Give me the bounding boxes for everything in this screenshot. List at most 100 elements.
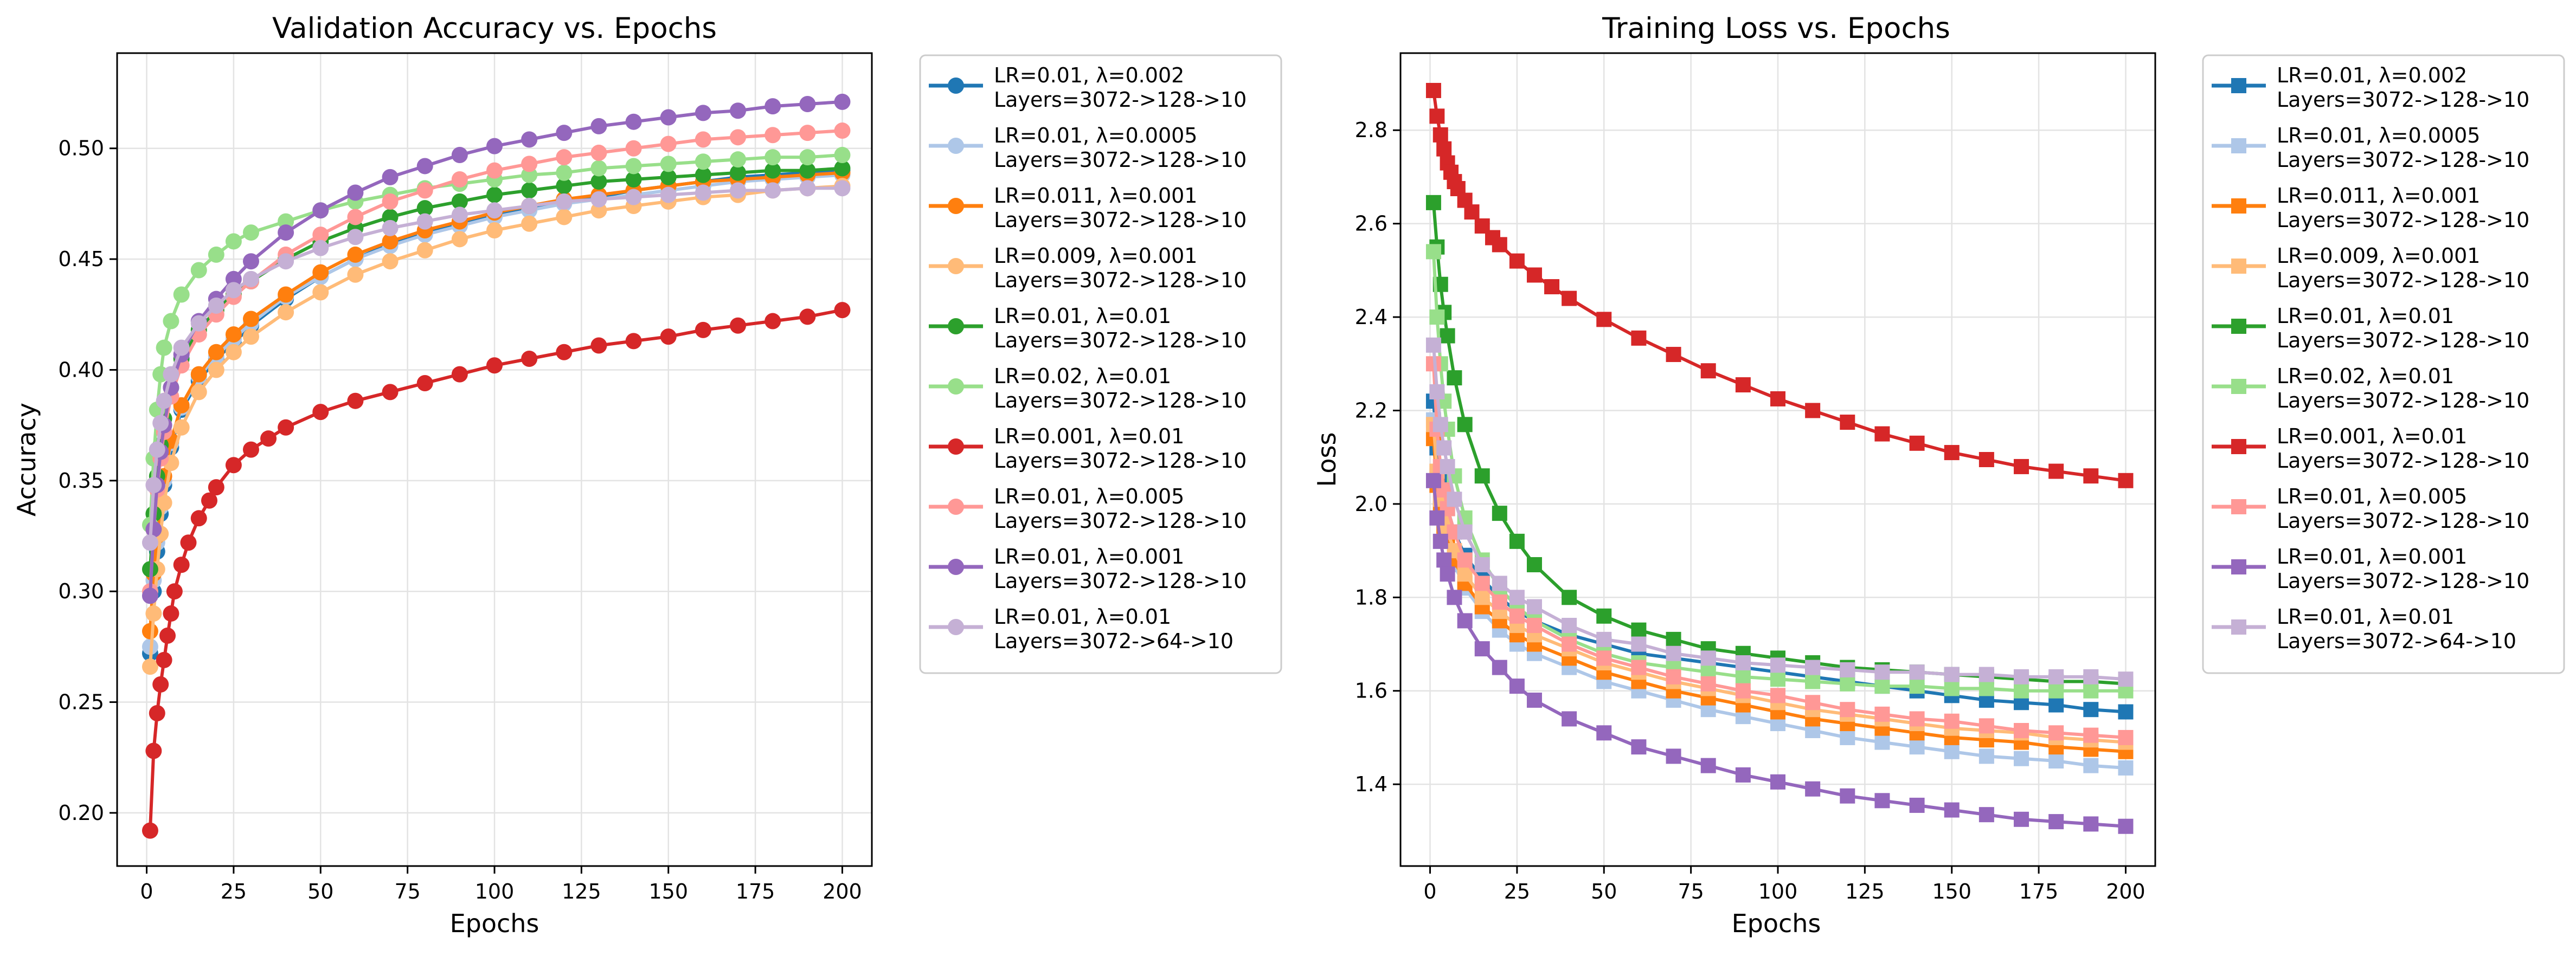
accuracy-y-tick-label-2: 0.30 [58, 579, 104, 603]
loss-series-6-point-29 [2014, 458, 2029, 474]
accuracy-series-5-point-19 [556, 164, 573, 181]
loss-series-5-point-24 [2014, 683, 2029, 699]
loss-series-8-point-26 [2083, 816, 2099, 832]
loss-series-9-point-27 [2118, 671, 2134, 687]
loss-legend-label-5-line-0: LR=0.02, λ=0.01 [2277, 364, 2454, 388]
accuracy-series-3-point-15 [416, 242, 433, 259]
loss-series-5-point-18 [1805, 674, 1821, 689]
accuracy-series-9-point-27 [834, 180, 851, 197]
loss-series-9-point-26 [2083, 669, 2099, 684]
accuracy-legend-label-4: LR=0.01, λ=0.01 Layers=3072->128->10 [994, 304, 1247, 352]
loss-series-8-point-1 [1429, 510, 1445, 526]
loss-series-9-point-10 [1526, 599, 1542, 615]
loss-legend-swatch-marker-1 [2231, 138, 2246, 153]
accuracy-series-2-point-8 [208, 344, 224, 360]
accuracy-legend-entry-1: LR=0.01, λ=0.0005 Layers=3072->128->10 [929, 124, 1247, 172]
loss-series-9-point-15 [1700, 650, 1716, 666]
accuracy-series-5-point-25 [765, 149, 781, 166]
accuracy-series-6-point-15 [260, 430, 277, 447]
accuracy-series-9-point-22 [660, 186, 677, 203]
accuracy-series-4-point-17 [486, 186, 503, 203]
loss-series-8-point-8 [1492, 660, 1507, 675]
accuracy-legend-label-5-line-0: LR=0.02, λ=0.01 [994, 364, 1171, 388]
loss-series-6-point-27 [1944, 445, 1960, 461]
loss-series-6-point-2 [1432, 127, 1448, 143]
accuracy-series-9-point-1 [145, 477, 162, 494]
accuracy-series-8-point-12 [312, 202, 329, 219]
loss-y-tick-label-5: 2.4 [1355, 305, 1387, 329]
loss-y-tick-label-7: 2.8 [1355, 118, 1387, 142]
loss-series-8-point-11 [1562, 711, 1577, 727]
loss-series-6-point-13 [1509, 253, 1525, 269]
accuracy-series-2-point-13 [347, 246, 364, 263]
accuracy-series-9-point-12 [312, 240, 329, 256]
loss-series-4-point-5 [1447, 370, 1462, 386]
loss-series-5-point-0 [1425, 244, 1441, 260]
accuracy-series-4-point-26 [799, 162, 816, 179]
accuracy-series-3-point-17 [486, 222, 503, 238]
accuracy-series-9-point-24 [730, 182, 747, 199]
accuracy-series-3-point-11 [278, 304, 294, 321]
accuracy-series-6-point-18 [347, 392, 364, 409]
loss-series-7-point-13 [1631, 660, 1647, 675]
loss-series-5-point-26 [2083, 683, 2099, 699]
accuracy-series-7-point-15 [416, 182, 433, 199]
accuracy-series-5-point-24 [730, 151, 747, 168]
loss-legend-entry-7: LR=0.01, λ=0.005 Layers=3072->128->10 [2212, 485, 2529, 533]
accuracy-series-6-point-28 [695, 321, 711, 338]
accuracy-series-6-point-14 [242, 441, 259, 458]
accuracy-series-8-point-0 [142, 587, 158, 604]
accuracy-legend-label-2-line-0: LR=0.011, λ=0.001 [994, 184, 1197, 208]
accuracy-legend-label-2-line-1: Layers=3072->128->10 [994, 208, 1247, 232]
loss-series-1-point-23 [1978, 748, 1994, 764]
accuracy-series-9-point-13 [347, 229, 364, 246]
loss-x-tick-label-2: 50 [1591, 880, 1617, 903]
loss-legend-label-1-line-1: Layers=3072->128->10 [2277, 148, 2529, 172]
accuracy-series-4-point-21 [625, 171, 642, 188]
loss-series-6-point-18 [1631, 330, 1647, 346]
accuracy-series-7-point-25 [765, 127, 781, 144]
accuracy-series-5-point-23 [695, 153, 711, 170]
accuracy-y-tick-label-0: 0.20 [58, 801, 104, 825]
loss-x-tick-label-6: 150 [1932, 880, 1971, 903]
accuracy-series-3-point-8 [208, 361, 224, 378]
accuracy-series-5-point-5 [163, 313, 179, 330]
loss-series-8-point-6 [1457, 613, 1473, 629]
accuracy-x-tick-label-7: 175 [736, 880, 775, 903]
accuracy-series-3-point-6 [173, 419, 190, 436]
loss-series-7-point-8 [1492, 594, 1507, 610]
accuracy-series-3-point-7 [190, 384, 207, 401]
loss-legend-label-8-line-1: Layers=3072->128->10 [2277, 569, 2529, 593]
loss-series-9-point-5 [1447, 492, 1462, 507]
accuracy-series-5-point-9 [225, 233, 242, 250]
loss-series-4-point-6 [1457, 417, 1473, 432]
loss-series-7-point-16 [1735, 683, 1751, 699]
accuracy-legend-label-6-line-1: Layers=3072->128->10 [994, 449, 1247, 473]
loss-series-7-point-10 [1526, 618, 1542, 634]
accuracy-series-3-point-4 [156, 494, 172, 511]
accuracy-y-tick-label-6: 0.50 [58, 137, 104, 160]
accuracy-legend-label-8: LR=0.01, λ=0.001 Layers=3072->128->10 [994, 545, 1247, 593]
loss-series-4-point-7 [1474, 468, 1490, 484]
loss-x-tick-label-5: 125 [1845, 880, 1885, 903]
loss-legend-label-3-line-1: Layers=3072->128->10 [2277, 268, 2529, 292]
accuracy-legend-label-4-line-1: Layers=3072->128->10 [994, 328, 1247, 352]
loss-series-8-point-17 [1770, 774, 1785, 790]
loss-series-6-point-12 [1492, 237, 1507, 253]
accuracy-series-5-point-10 [242, 224, 259, 241]
accuracy-series-9-point-21 [625, 189, 642, 205]
loss-legend-label-4: LR=0.01, λ=0.01 Layers=3072->128->10 [2277, 304, 2529, 352]
loss-legend-entry-1: LR=0.01, λ=0.0005 Layers=3072->128->10 [2212, 124, 2529, 172]
accuracy-series-3-point-14 [382, 253, 399, 270]
accuracy-series-4-point-23 [695, 166, 711, 183]
loss-legend-label-9-line-1: Layers=3072->64->10 [2277, 629, 2516, 653]
loss-legend-label-7-line-1: Layers=3072->128->10 [2277, 509, 2529, 533]
accuracy-series-8-point-14 [382, 169, 399, 185]
accuracy-series-6-point-17 [312, 404, 329, 421]
loss-series-9-point-21 [1909, 664, 1925, 680]
loss-series-0-point-27 [2118, 704, 2134, 720]
loss-series-4-point-0 [1425, 195, 1441, 210]
loss-legend-label-9: LR=0.01, λ=0.01 Layers=3072->64->10 [2277, 605, 2516, 653]
loss-series-8-point-24 [2014, 811, 2029, 827]
loss-series-8-point-20 [1874, 793, 1890, 809]
